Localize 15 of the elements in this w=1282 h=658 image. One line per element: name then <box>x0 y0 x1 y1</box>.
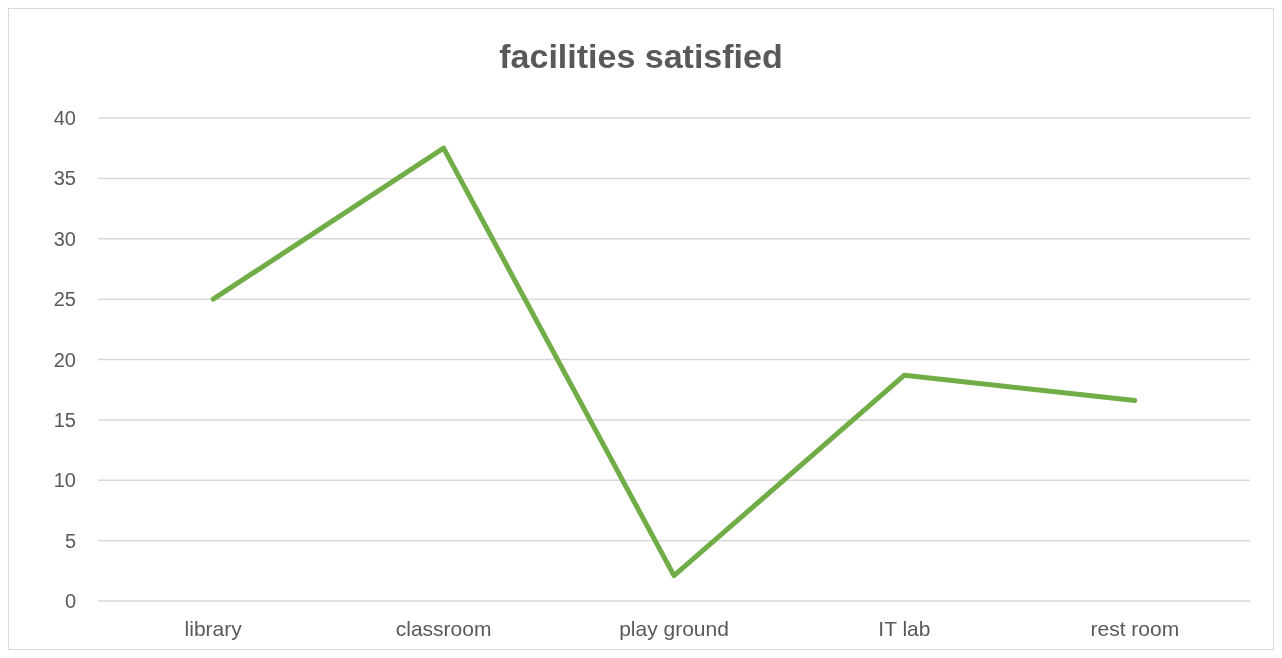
y-tick-label: 10 <box>53 469 76 492</box>
x-tick-label: library <box>184 617 243 640</box>
x-tick-label: IT lab <box>878 617 931 640</box>
y-tick-label: 30 <box>53 227 76 250</box>
chart-title: facilities satisfied <box>499 37 783 75</box>
x-tick-label: play ground <box>619 617 729 640</box>
y-tick-label: 15 <box>53 408 76 431</box>
x-tick-label: rest room <box>1090 617 1180 640</box>
y-tick-label: 35 <box>53 167 76 190</box>
y-tick-label: 5 <box>64 529 76 552</box>
y-tick-label: 0 <box>64 590 76 612</box>
x-tick-label: classroom <box>395 617 492 640</box>
y-tick-label: 20 <box>53 348 76 371</box>
y-tick-label: 40 <box>53 107 76 129</box>
y-tick-label: 25 <box>53 288 76 311</box>
